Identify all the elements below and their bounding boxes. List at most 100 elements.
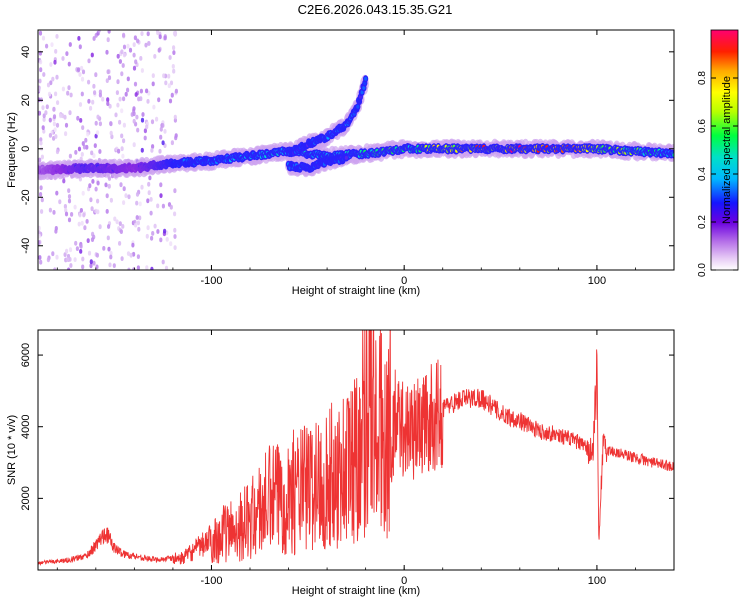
noise-speck [157, 97, 161, 103]
noise-speck [107, 176, 112, 181]
noise-speck [108, 262, 112, 268]
y-tick-label: -40 [20, 238, 32, 254]
noise-speck [147, 190, 151, 196]
noise-speck [168, 55, 172, 60]
noise-speck [68, 247, 73, 253]
noise-speck [122, 44, 127, 50]
noise-speck [40, 197, 44, 203]
noise-speck [42, 72, 46, 77]
noise-speck [39, 140, 43, 146]
noise-speck [38, 78, 42, 84]
noise-speck [169, 80, 174, 86]
noise-speck [169, 241, 173, 247]
noise-speck [94, 72, 98, 78]
noise-speck [162, 73, 166, 79]
noise-speck [45, 104, 49, 110]
noise-speck [95, 252, 99, 258]
noise-speck [86, 238, 90, 244]
noise-speck [159, 237, 163, 243]
noise-speck [84, 137, 88, 143]
noise-speck [70, 212, 74, 217]
noise-speck [47, 91, 52, 97]
noise-speck [107, 75, 112, 81]
noise-speck [93, 90, 97, 95]
noise-speck [38, 97, 41, 103]
noise-speck [172, 68, 176, 74]
noise-speck [133, 81, 138, 87]
noise-speck [139, 96, 143, 102]
spectrogram-frame [37, 29, 675, 271]
noise-speck [69, 263, 73, 268]
noise-speck [122, 186, 126, 192]
noise-speck [150, 235, 154, 241]
noise-speck [50, 42, 54, 47]
noise-speck [121, 224, 125, 229]
noise-speck [148, 175, 152, 181]
noise-speck [55, 190, 59, 196]
noise-speck [105, 49, 109, 55]
noise-speck [136, 254, 140, 259]
x-tick-label: 0 [401, 275, 407, 287]
noise-speck [155, 116, 159, 122]
noise-speck [126, 43, 130, 49]
noise-speck [156, 229, 160, 234]
noise-speck [38, 157, 42, 163]
colorbar-tick-label: 0.0 [697, 263, 708, 277]
noise-speck [138, 215, 142, 221]
noise-speck [40, 154, 45, 160]
noise-speck [135, 192, 140, 197]
noise-speck [149, 197, 153, 202]
noise-speck [39, 137, 43, 143]
noise-speck [41, 35, 46, 41]
noise-speck [94, 208, 98, 214]
noise-speck [109, 130, 113, 136]
noise-speck [89, 197, 93, 203]
colorbar-tick-label: 0.6 [697, 119, 708, 133]
noise-speck [67, 194, 72, 199]
noise-speck [75, 246, 79, 252]
noise-speck [88, 183, 92, 189]
noise-speck [149, 210, 153, 216]
noise-speck [90, 237, 95, 243]
y-tick-label: 6000 [20, 343, 32, 367]
noise-speck [105, 193, 109, 199]
noise-speck [153, 54, 157, 59]
colorbar-label: Normalized spectral amplitude [721, 76, 733, 224]
noise-speck [170, 92, 174, 98]
noise-speck [49, 80, 53, 86]
noise-speck [68, 42, 72, 47]
noise-speck [80, 65, 84, 71]
noise-speck [118, 59, 122, 64]
noise-speck [52, 210, 56, 215]
noise-speck [92, 260, 96, 266]
noise-speck [54, 134, 58, 139]
noise-speck [64, 207, 68, 213]
noise-speck [67, 85, 71, 91]
noise-speck [41, 125, 45, 130]
y-tick-label: -20 [20, 189, 32, 205]
noise-speck [161, 259, 165, 265]
noise-speck [134, 222, 138, 228]
noise-speck [83, 225, 87, 231]
x-tick-label: 100 [588, 275, 606, 287]
noise-speck [161, 140, 165, 146]
noise-speck [151, 144, 155, 149]
noise-speck [94, 120, 98, 126]
noise-speck [64, 211, 69, 217]
noise-speck [82, 212, 86, 218]
noise-speck [132, 65, 137, 71]
noise-speck [42, 128, 46, 134]
noise-speck [68, 257, 72, 262]
noise-speck [92, 153, 96, 159]
noise-speck [61, 86, 65, 92]
noise-speck [150, 266, 154, 270]
noise-speck [74, 240, 78, 246]
noise-speck [106, 101, 110, 106]
spectrogram-panel: -100 0 100 -40 -20 0 20 40 Height of straight l… [6, 29, 675, 297]
trace-blob-core [344, 155, 348, 160]
noise-speck [159, 182, 163, 188]
noise-speck [41, 105, 45, 110]
noise-speck [89, 259, 93, 265]
noise-speck [146, 31, 150, 37]
noise-speck [150, 148, 154, 153]
